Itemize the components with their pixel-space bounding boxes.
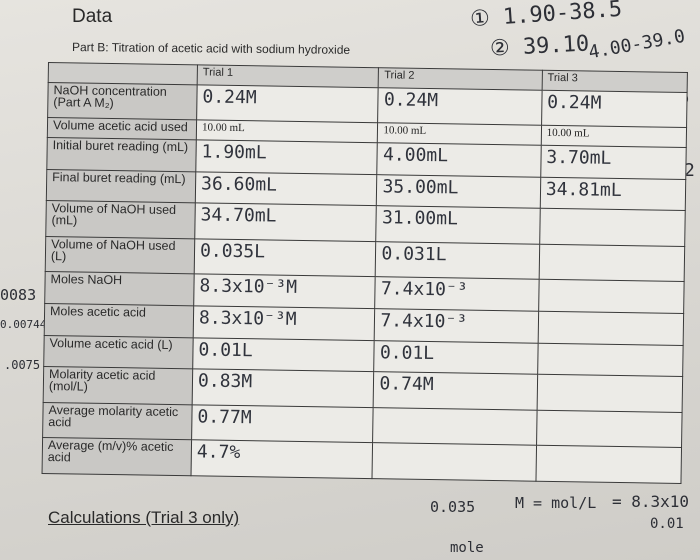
margin-note-side: 2 (684, 160, 695, 181)
row-label: Volume acetic acid (L) (43, 335, 194, 370)
cell-t3 (536, 410, 683, 448)
cell-t1: 0.24M (196, 84, 379, 124)
cell-t1: 8.3x10⁻³M (193, 305, 376, 341)
row-label: Moles NaOH (44, 271, 195, 306)
cell-t2: 0.01L (374, 340, 538, 375)
row-label: Volume of NaOH used (L) (45, 236, 195, 275)
cell-t3 (536, 374, 683, 413)
row-label: Moles acetic acid (44, 303, 194, 338)
cell-t1: 0.035L (194, 238, 377, 278)
cell-t2 (373, 407, 537, 446)
row-label: Final buret reading (mL) (46, 169, 196, 204)
header-blank (48, 62, 198, 85)
cell-t2: 10.00 mL (377, 123, 542, 146)
cell-t1: 0.83M (192, 369, 375, 408)
cell-t1: 34.70mL (194, 203, 377, 242)
cell-t1: 1.90mL (195, 139, 378, 175)
part-b-heading: Part B: Titration of acetic acid with so… (71, 40, 351, 57)
cell-t2: 0.031L (375, 241, 540, 280)
row-label: Average (m/v)% acetic acid (42, 437, 192, 476)
row-label: Volume of NaOH used (mL) (45, 200, 196, 239)
header-trial-3: Trial 3 (541, 70, 688, 93)
cell-t2: 0.74M (373, 371, 538, 411)
cell-t1: 8.3x10⁻³M (193, 274, 376, 309)
titration-table-wrapper: Trial 1 Trial 2 Trial 3 NaOH concentrati… (41, 62, 688, 485)
cell-t1: 36.60mL (195, 171, 378, 206)
margin-note-3: .0075 (4, 358, 41, 372)
note-trial-3: 4.00-39.0 (586, 25, 687, 64)
cell-t2: 35.00mL (376, 174, 541, 209)
cell-t3 (538, 244, 685, 282)
cell-t2: 0.24M (378, 87, 542, 126)
cell-t2: 7.4x10⁻³ (374, 308, 539, 343)
footer-note-1: 0.035 (430, 498, 476, 516)
footer-note-3: = 8.3x10 (612, 492, 690, 511)
cell-t3 (538, 279, 685, 314)
margin-note-2: 0.00744 (0, 318, 47, 331)
cell-t3 (539, 208, 686, 247)
cell-t3: 3.70mL (540, 145, 687, 180)
titration-table: Trial 1 Trial 2 Trial 3 NaOH concentrati… (41, 62, 688, 485)
note-trial-1: ① 1.90-38.5 (469, 0, 623, 33)
row-label: Average molarity acetic acid (42, 402, 193, 441)
cell-t2 (372, 443, 537, 482)
row-label: NaOH concentration (Part A M₂) (47, 82, 198, 121)
footer-note-5: mole (450, 540, 484, 556)
cell-t3: 0.24M (541, 90, 688, 128)
footer-note-4: 0.01 (650, 516, 684, 532)
cell-t2: 31.00mL (376, 205, 541, 245)
cell-t3: 10.00 mL (541, 125, 687, 148)
cell-t2: 4.00mL (377, 142, 542, 177)
cell-t1: 0.77M (191, 404, 374, 444)
footer-note-2: M = mol/L (515, 494, 597, 512)
row-label: Volume acetic acid used (47, 117, 197, 140)
cell-t3 (537, 311, 684, 346)
cell-t3: 34.81mL (540, 176, 686, 211)
cell-t3 (537, 342, 684, 377)
row-label: Initial buret reading (mL) (46, 137, 197, 172)
header-trial-2: Trial 2 (378, 67, 543, 91)
cell-t2: 7.4x10⁻³ (375, 277, 539, 312)
cell-t1: 4.7% (191, 440, 374, 479)
cell-t3 (535, 445, 682, 484)
cell-t1: 0.01L (192, 337, 375, 372)
calculations-heading: Calculations (Trial 3 only) (48, 508, 240, 527)
page-title: Data (72, 6, 113, 27)
row-label: Molarity acetic acid (mol/L) (43, 366, 193, 405)
margin-note-1: 0083 (0, 286, 37, 304)
note-trial-2: ② 39.10 (489, 31, 590, 62)
